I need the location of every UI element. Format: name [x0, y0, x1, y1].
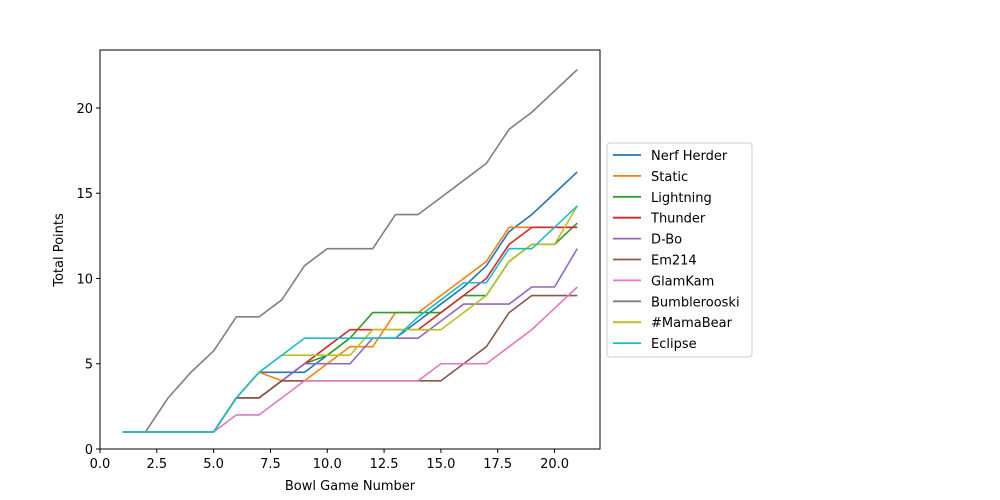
plot-area	[100, 50, 600, 449]
legend-label-nerf-herder: Nerf Herder	[651, 149, 728, 164]
legend: Nerf Herder Static Lightning Thunder D-Bo Em2…	[606, 142, 753, 358]
y-tick-label: 0	[85, 443, 93, 458]
y-axis: 0 5 10 15 20	[76, 102, 100, 458]
legend-label-glamkam: GlamKam	[651, 274, 714, 289]
y-tick-label: 20	[76, 102, 93, 117]
y-tick-label: 15	[76, 187, 93, 202]
legend-label-static: Static	[651, 170, 688, 185]
x-axis-label: Bowl Game Number	[285, 479, 416, 494]
legend-label-thunder: Thunder	[650, 212, 706, 227]
x-tick-label: 20.0	[540, 457, 569, 472]
y-axis-label: Total Points	[52, 213, 67, 288]
x-tick-label: 15.0	[426, 457, 455, 472]
x-tick-label: 5.0	[203, 457, 224, 472]
x-tick-label: 17.5	[483, 457, 512, 472]
legend-label-lightning: Lightning	[651, 191, 712, 206]
series-line-bumblerooski	[122, 69, 578, 433]
x-axis: 0.0 2.5 5.0 7.5 10.0 12.5 15.0 17.5 20.0	[90, 449, 569, 472]
y-tick-label: 5	[85, 358, 93, 373]
x-tick-label: 12.5	[370, 457, 399, 472]
x-tick-label: 7.5	[260, 457, 281, 472]
plot-frame	[99, 49, 601, 450]
legend-label-eclipse: Eclipse	[651, 337, 697, 352]
x-tick-label: 2.5	[146, 457, 167, 472]
legend-label-bumblerooski: Bumblerooski	[651, 295, 740, 310]
legend-label-em214: Em214	[651, 254, 697, 269]
x-tick-label: 0.0	[90, 457, 111, 472]
series-line-eclipse	[122, 205, 578, 433]
legend-box	[606, 142, 753, 358]
series-layer	[122, 69, 578, 433]
y-tick-label: 10	[76, 272, 93, 287]
legend-label-d-bo: D-Bo	[651, 233, 682, 248]
x-tick-label: 10.0	[313, 457, 342, 472]
legend-label-mamabear: #MamaBear	[651, 316, 733, 331]
